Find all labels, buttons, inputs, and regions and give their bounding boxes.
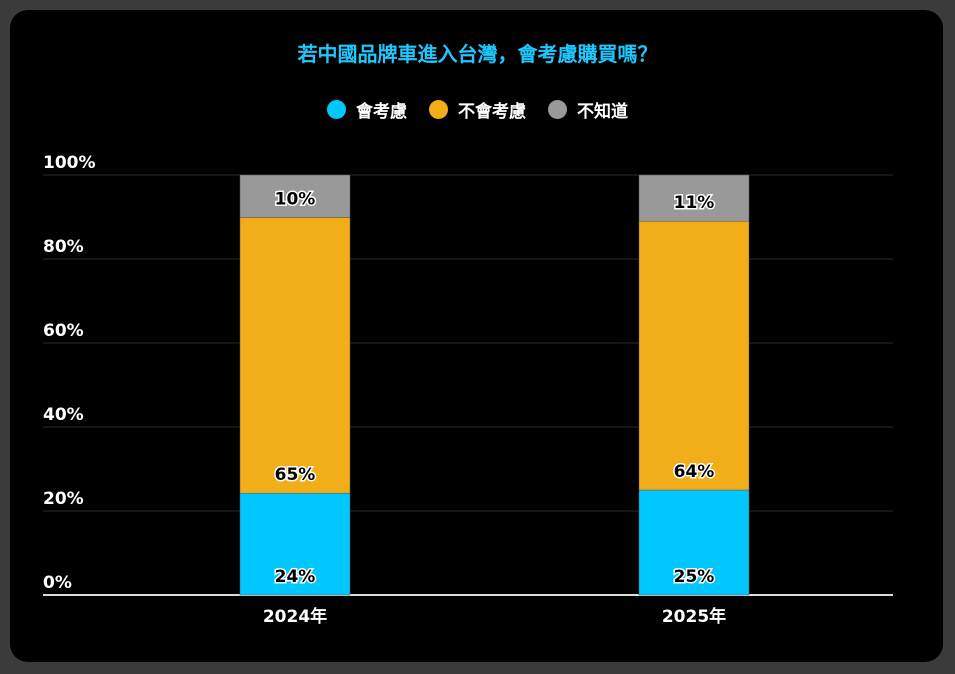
y-tick-label: 40%	[43, 405, 84, 425]
y-tick-label: 0%	[43, 573, 72, 593]
data-label: 65%	[275, 465, 316, 485]
legend-swatch	[327, 100, 346, 119]
data-label: 25%	[674, 567, 715, 587]
y-tick-label: 60%	[43, 321, 84, 341]
data-label: 64%	[674, 462, 715, 482]
y-tick-label: 20%	[43, 489, 84, 509]
legend-swatch	[429, 100, 448, 119]
legend-label: 會考慮	[356, 102, 407, 122]
chart-title: 若中國品牌車進入台灣，會考慮購買嗎？	[297, 42, 658, 66]
legend-item-consider[interactable]: 會考慮	[327, 97, 407, 122]
bar-segment	[239, 217, 351, 494]
bar-segment	[638, 489, 750, 596]
bar-segment	[239, 174, 351, 218]
x-tick-label: 2024年	[263, 606, 327, 627]
legend-label: 不會考慮	[458, 102, 526, 122]
x-tick-label: 2025年	[662, 606, 726, 627]
data-label: 10%	[275, 189, 316, 209]
bar-segment	[239, 492, 351, 596]
bar-segment	[638, 174, 750, 222]
y-tick-label: 100%	[43, 153, 96, 173]
legend-label: 不知道	[577, 102, 628, 122]
chart-card	[10, 10, 943, 662]
legend-swatch	[548, 100, 567, 119]
y-tick-label: 80%	[43, 237, 84, 257]
legend-item-unknown[interactable]: 不知道	[548, 97, 628, 122]
data-label: 24%	[275, 567, 316, 587]
legend-item-not-consider[interactable]: 不會考慮	[429, 97, 526, 122]
bar-segment	[638, 220, 750, 491]
data-label: 11%	[674, 193, 715, 213]
legend: 會考慮 不會考慮 不知道	[0, 97, 955, 122]
